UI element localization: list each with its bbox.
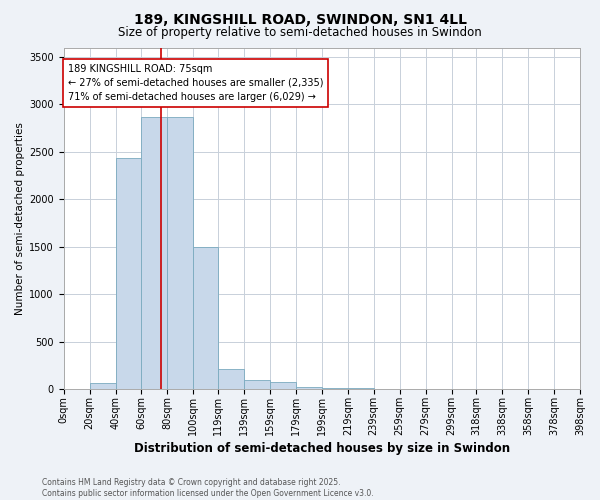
Text: 189 KINGSHILL ROAD: 75sqm
← 27% of semi-detached houses are smaller (2,335)
71% : 189 KINGSHILL ROAD: 75sqm ← 27% of semi-… [68, 64, 323, 102]
Text: 189, KINGSHILL ROAD, SWINDON, SN1 4LL: 189, KINGSHILL ROAD, SWINDON, SN1 4LL [133, 12, 467, 26]
Text: Contains HM Land Registry data © Crown copyright and database right 2025.
Contai: Contains HM Land Registry data © Crown c… [42, 478, 374, 498]
Bar [270, 382, 296, 390]
Bar [193, 247, 218, 390]
Bar [116, 158, 142, 390]
Y-axis label: Number of semi-detached properties: Number of semi-detached properties [15, 122, 25, 315]
Bar [89, 383, 116, 390]
X-axis label: Distribution of semi-detached houses by size in Swindon: Distribution of semi-detached houses by … [134, 442, 510, 455]
Bar [296, 386, 322, 390]
Bar [167, 117, 193, 390]
Text: Size of property relative to semi-detached houses in Swindon: Size of property relative to semi-detach… [118, 26, 482, 39]
Bar [142, 117, 167, 390]
Bar [348, 388, 374, 390]
Bar [322, 388, 348, 390]
Bar [218, 368, 244, 390]
Bar [244, 380, 270, 390]
